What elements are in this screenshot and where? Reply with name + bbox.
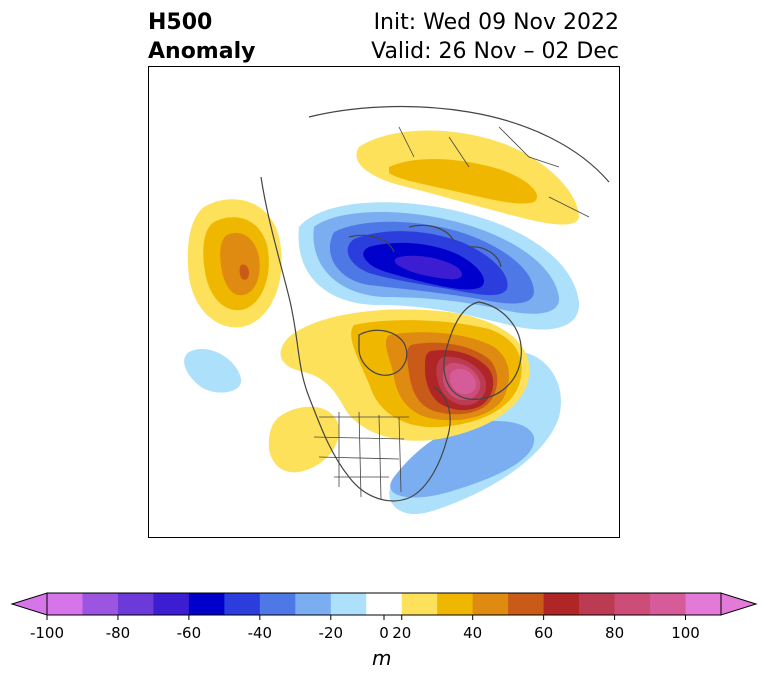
contour-pos30-alaska [220,233,260,296]
colorbar-swatch [188,593,225,615]
colorbar-swatch [330,593,367,615]
contour-neg10-pacific [184,349,242,393]
colorbar-swatches [10,592,758,616]
map-boundaries [260,105,610,502]
colorbar-extend-min [10,592,48,616]
colorbar: -100 -80 -60 -40 -20 0 20 40 60 80 100 [10,592,758,642]
colorbar-tick-label: 40 [463,624,482,642]
colorbar-swatch [153,593,190,615]
colorbar-tick-label: -100 [30,624,64,642]
colorbar-swatch [685,593,722,615]
title-variable: H500 [148,10,213,35]
title-type: Anomaly [148,39,256,64]
colorbar-unit: m [372,646,392,670]
colorbar-tick-label: -80 [106,624,131,642]
country-lines-eurasia [398,126,590,218]
map-svg [184,105,610,515]
colorbar-tick-label: 20 [392,624,411,642]
colorbar-swatch [401,593,438,615]
contour-pos40-alaska [239,264,249,280]
contour-neg60 [394,255,462,280]
contour-pos10-conus [268,406,340,473]
contour-pos20-north [389,158,538,204]
colorbar-tick-label: -60 [177,624,202,642]
coast-greenland [443,301,522,400]
colorbar-swatch [224,593,261,615]
colorbar-swatch [508,593,545,615]
colorbar-swatch [579,593,616,615]
colorbar-tick-label: -40 [248,624,273,642]
colorbar-tick-label: 100 [671,624,700,642]
state-lines [313,411,409,500]
colorbar-swatch [259,593,296,615]
colorbar-tick-label: -20 [319,624,344,642]
coast-arctic-islands [348,224,502,268]
chart-title-left: H500 Anomaly [148,8,255,66]
contour-neg20-east [390,421,535,498]
coast-eurasia [308,105,610,183]
colorbar-tick-label: 0 [379,624,389,642]
colorbar-swatch [82,593,119,615]
colorbar-swatch [472,593,509,615]
colorbar-swatch [650,593,687,615]
colorbar-swatch [437,593,474,615]
colorbar-swatch [47,593,83,615]
chart-title-right: Init: Wed 09 Nov 2022 Valid: 26 Nov – 02… [371,8,619,66]
colorbar-tick-label: 60 [534,624,553,642]
colorbar-swatch [614,593,651,615]
coast-hudson-bay [358,329,408,376]
colorbar-tick-label: 80 [605,624,624,642]
colorbar-extend-max [720,592,758,616]
contour-pos80-greenland [450,368,477,395]
colorbar-swatch [117,593,154,615]
colorbar-swatch [543,593,580,615]
valid-range: Valid: 26 Nov – 02 Dec [371,39,619,64]
init-date: Init: Wed 09 Nov 2022 [373,10,619,35]
colorbar-swatch [366,593,403,615]
anomaly-map [148,66,620,538]
colorbar-ticks: -100 -80 -60 -40 -20 0 20 40 60 80 100 [30,615,700,642]
colorbar-swatch [295,593,332,615]
